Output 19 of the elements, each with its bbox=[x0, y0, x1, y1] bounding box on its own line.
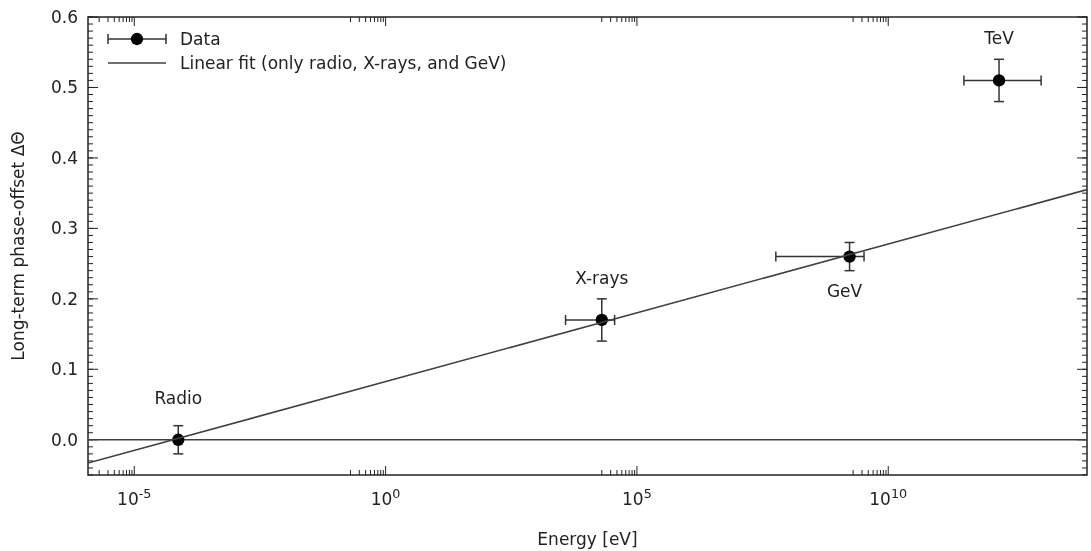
annotation: Radio bbox=[154, 387, 203, 408]
x-axis-title: Energy [eV] bbox=[537, 529, 638, 549]
annotation: TeV bbox=[983, 28, 1015, 49]
y-tick-label: 0.4 bbox=[50, 147, 78, 168]
y-tick-label: 0.2 bbox=[50, 288, 78, 309]
annotation: GeV bbox=[826, 280, 863, 301]
legend-label: Linear fit (only radio, X-rays, and GeV) bbox=[180, 53, 507, 73]
y-tick-label: 0.5 bbox=[50, 77, 78, 98]
annotation: X-rays bbox=[575, 267, 629, 288]
x-tick-label: 10$^{10}$ bbox=[869, 485, 908, 509]
y-tick-label: 0.0 bbox=[50, 429, 78, 450]
y-tick-label: 0.6 bbox=[50, 7, 78, 27]
legend-label: Data bbox=[180, 29, 221, 49]
y-tick-label: 0.1 bbox=[50, 359, 78, 380]
x-tick-label: 10$^{5}$ bbox=[622, 485, 652, 509]
y-axis-title: Long-term phase-offset ΔΘ bbox=[8, 131, 28, 361]
x-tick-label: 10$^{0}$ bbox=[370, 485, 401, 509]
x-tick-label: 10$^{-5}$ bbox=[117, 485, 152, 509]
y-tick-label: 0.3 bbox=[50, 218, 78, 239]
